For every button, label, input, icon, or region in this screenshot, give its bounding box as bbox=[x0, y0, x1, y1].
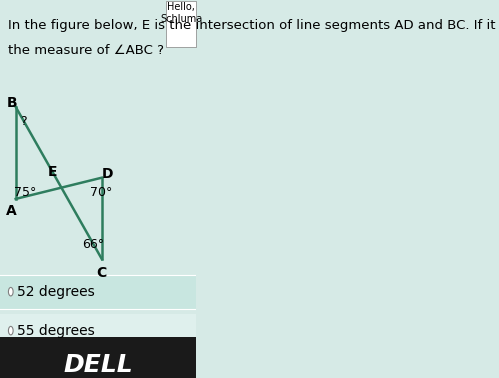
Text: 52 degrees: 52 degrees bbox=[16, 285, 94, 299]
Text: ?: ? bbox=[20, 115, 27, 128]
Text: 66°: 66° bbox=[82, 238, 104, 251]
Text: B: B bbox=[6, 96, 17, 110]
Text: D: D bbox=[102, 167, 113, 181]
Text: the measure of ∠ABC ?: the measure of ∠ABC ? bbox=[8, 44, 164, 57]
FancyBboxPatch shape bbox=[167, 1, 196, 46]
Circle shape bbox=[8, 287, 13, 296]
Text: C: C bbox=[97, 266, 107, 280]
Text: 70°: 70° bbox=[90, 186, 112, 199]
FancyBboxPatch shape bbox=[0, 337, 196, 378]
Text: DELL: DELL bbox=[63, 353, 133, 377]
Text: E: E bbox=[48, 165, 58, 179]
Text: 55 degrees: 55 degrees bbox=[16, 324, 94, 338]
Text: In the figure below, E is the intersection of line segments AD and BC. If it can: In the figure below, E is the intersecti… bbox=[8, 19, 499, 32]
Text: Hello,
Schluma: Hello, Schluma bbox=[160, 2, 202, 24]
Text: A: A bbox=[6, 204, 17, 218]
Text: 75°: 75° bbox=[14, 186, 36, 199]
FancyBboxPatch shape bbox=[0, 275, 196, 309]
FancyBboxPatch shape bbox=[0, 314, 196, 348]
Circle shape bbox=[8, 326, 13, 335]
